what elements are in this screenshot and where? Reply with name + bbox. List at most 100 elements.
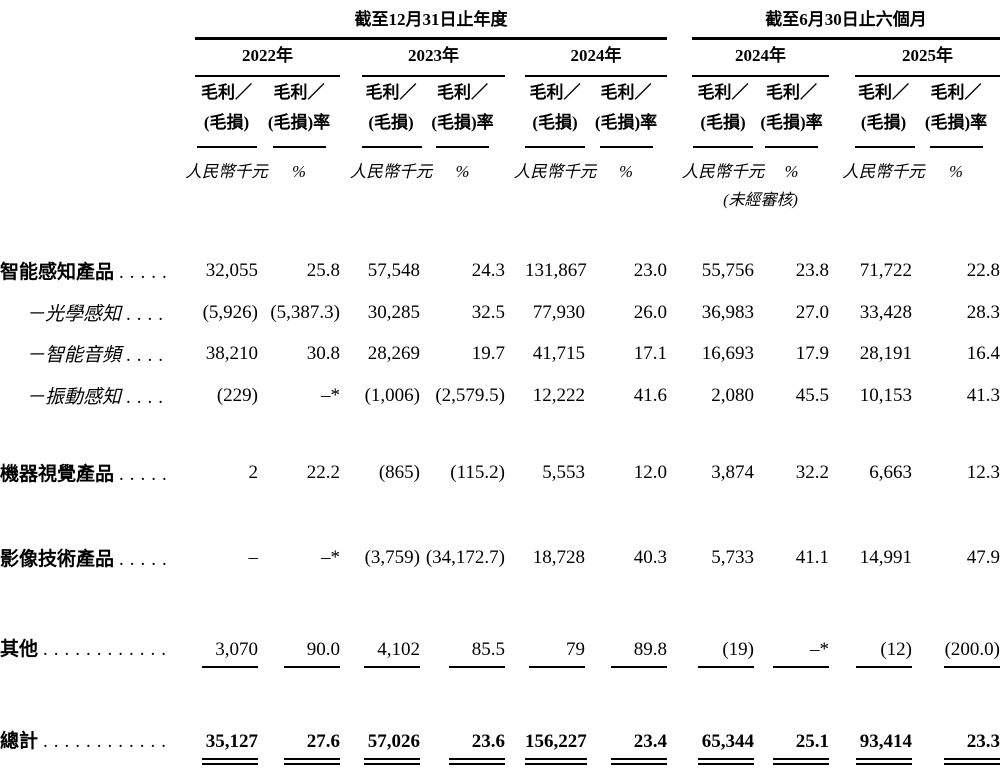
cell-rate: 12.3: [966, 462, 1000, 483]
cell-value: 55,756: [701, 260, 754, 281]
col-header-value: 毛利／ (毛損): [362, 76, 422, 148]
cell-rate: 26.0: [633, 302, 667, 323]
cell-rate: 23.4: [611, 731, 667, 765]
cell-value: 35,127: [202, 731, 258, 765]
cell-value: 28,191: [859, 343, 912, 364]
cell-rate: 27.0: [795, 302, 829, 323]
cell-value: 6,663: [869, 462, 912, 483]
cell-value: 71,722: [859, 260, 912, 281]
cell-value: 12,222: [532, 385, 585, 406]
table-row: 機器視覺產品 2 22.2 (865) (115.2) 5,553 12.0 3…: [0, 409, 1000, 486]
dot-leader: [114, 464, 168, 486]
cell-rate: (5,387.3): [270, 302, 340, 323]
unit-rmb: 人民幣千元: [349, 162, 433, 181]
cell-value: 38,210: [205, 343, 258, 364]
cell-rate: 27.6: [284, 731, 340, 765]
row-label: 智能感知產品: [0, 262, 115, 283]
cell-rate: (2,579.5): [435, 385, 505, 406]
cell-value: 28,269: [367, 343, 420, 364]
cell-rate: 19.7: [471, 343, 505, 364]
unit-percent: %: [619, 162, 633, 181]
unit-rmb: 人民幣千元: [842, 162, 925, 181]
unaudited-row: (未經審核): [0, 182, 1000, 210]
cell-value: 2: [248, 462, 259, 483]
col-header-value: 毛利／ (毛損): [195, 76, 258, 148]
row-label: －光學感知: [26, 304, 122, 325]
col-header-value: 毛利／ (毛損): [692, 76, 754, 148]
col-header-row: 毛利／ (毛損) 毛利／ (毛損)率 毛利／ (毛損) 毛利／ (毛損)率 毛利…: [0, 76, 1000, 148]
row-label: 影像技術產品: [0, 549, 115, 570]
cell-value: 79: [529, 639, 585, 668]
cell-rate: 23.3: [944, 731, 1000, 765]
cell-value: (19): [698, 639, 754, 668]
col-header-value: 毛利／ (毛損): [855, 76, 915, 148]
cell-value: 57,548: [367, 260, 420, 281]
cell-value: (5,926): [202, 302, 258, 323]
cell-rate: 32.5: [471, 302, 505, 323]
table-row: －光學感知 (5,926) (5,387.3) 30,285 32.5 77,9…: [0, 284, 1000, 326]
dot-leader: [114, 549, 168, 571]
year-header: 2025年: [855, 38, 1000, 77]
cell-value: 57,026: [364, 731, 420, 765]
cell-value: 5,733: [711, 547, 754, 568]
year-header: 2023年: [362, 38, 505, 77]
cell-rate: 90.0: [284, 639, 340, 668]
cell-value: (865): [378, 462, 420, 483]
cell-rate: 85.5: [449, 639, 505, 668]
cell-rate: 30.8: [306, 343, 340, 364]
cell-rate: –*: [773, 639, 829, 668]
col-header-rule: [599, 146, 653, 148]
col-header-rule: [765, 146, 818, 148]
cell-value: 33,428: [859, 302, 912, 323]
cell-value: 36,983: [701, 302, 754, 323]
row-label: 其他: [0, 639, 39, 660]
cell-value: 65,344: [698, 731, 754, 765]
unit-percent: %: [784, 162, 799, 181]
period-group-row: 截至12月31日止年度 截至6月30日止六個月: [0, 2, 1000, 40]
dot-leader: [38, 731, 168, 753]
row-label: －振動感知: [26, 387, 122, 408]
cell-rate: –*: [321, 385, 340, 406]
cell-value: 10,153: [859, 385, 912, 406]
cell-rate: 47.9: [966, 547, 1000, 568]
cell-value: 131,867: [525, 260, 587, 281]
cell-value: 3,070: [202, 639, 258, 668]
cell-rate: 17.9: [795, 343, 829, 364]
col-header-rate: 毛利／ (毛損)率: [912, 76, 1000, 148]
col-header-rate: 毛利／ (毛損)率: [754, 76, 829, 148]
dot-leader: [114, 262, 168, 284]
col-header-rule: [436, 146, 489, 148]
cell-rate: 22.2: [306, 462, 340, 483]
table-row: 其他 3,070 90.0 4,102 85.5 79 89.8 (19) –*…: [0, 571, 1000, 668]
cell-rate: 41.6: [633, 385, 667, 406]
cell-rate: 25.8: [306, 260, 340, 281]
col-header-rate: 毛利／ (毛損)率: [258, 76, 340, 148]
year-header: 2024年: [692, 38, 829, 77]
cell-value: 93,414: [856, 731, 912, 765]
cell-value: 18,728: [532, 547, 585, 568]
col-header-rule: [272, 146, 326, 148]
dot-leader: [38, 639, 168, 661]
unit-rmb: 人民幣千元: [513, 162, 597, 181]
cell-rate: 16.4: [966, 343, 1000, 364]
unit-percent: %: [455, 162, 470, 181]
cell-value: –: [248, 547, 259, 568]
row-label: 機器視覺產品: [0, 464, 115, 485]
cell-value: (229): [216, 385, 258, 406]
col-header-rate: 毛利／ (毛損)率: [420, 76, 505, 148]
cell-rate: 41.1: [795, 547, 829, 568]
cell-value: 4,102: [364, 639, 420, 668]
col-header-rule: [855, 146, 915, 148]
cell-value: 2,080: [711, 385, 754, 406]
table-row: 影像技術產品 – –* (3,759) (34,172.7) 18,728 40…: [0, 486, 1000, 571]
cell-rate: 17.1: [633, 343, 667, 364]
cell-rate: 41.3: [966, 385, 1000, 406]
col-header-rate: 毛利／ (毛損)率: [585, 76, 667, 148]
cell-rate: 45.5: [795, 385, 829, 406]
col-header-rule: [525, 146, 585, 148]
col-header-rule: [196, 146, 257, 148]
year-header: 2022年: [195, 38, 340, 77]
cell-rate: 12.0: [633, 462, 667, 483]
cell-value: 3,874: [711, 462, 754, 483]
table-row: 智能感知產品 32,055 25.8 57,548 24.3 131,867 2…: [0, 242, 1000, 284]
